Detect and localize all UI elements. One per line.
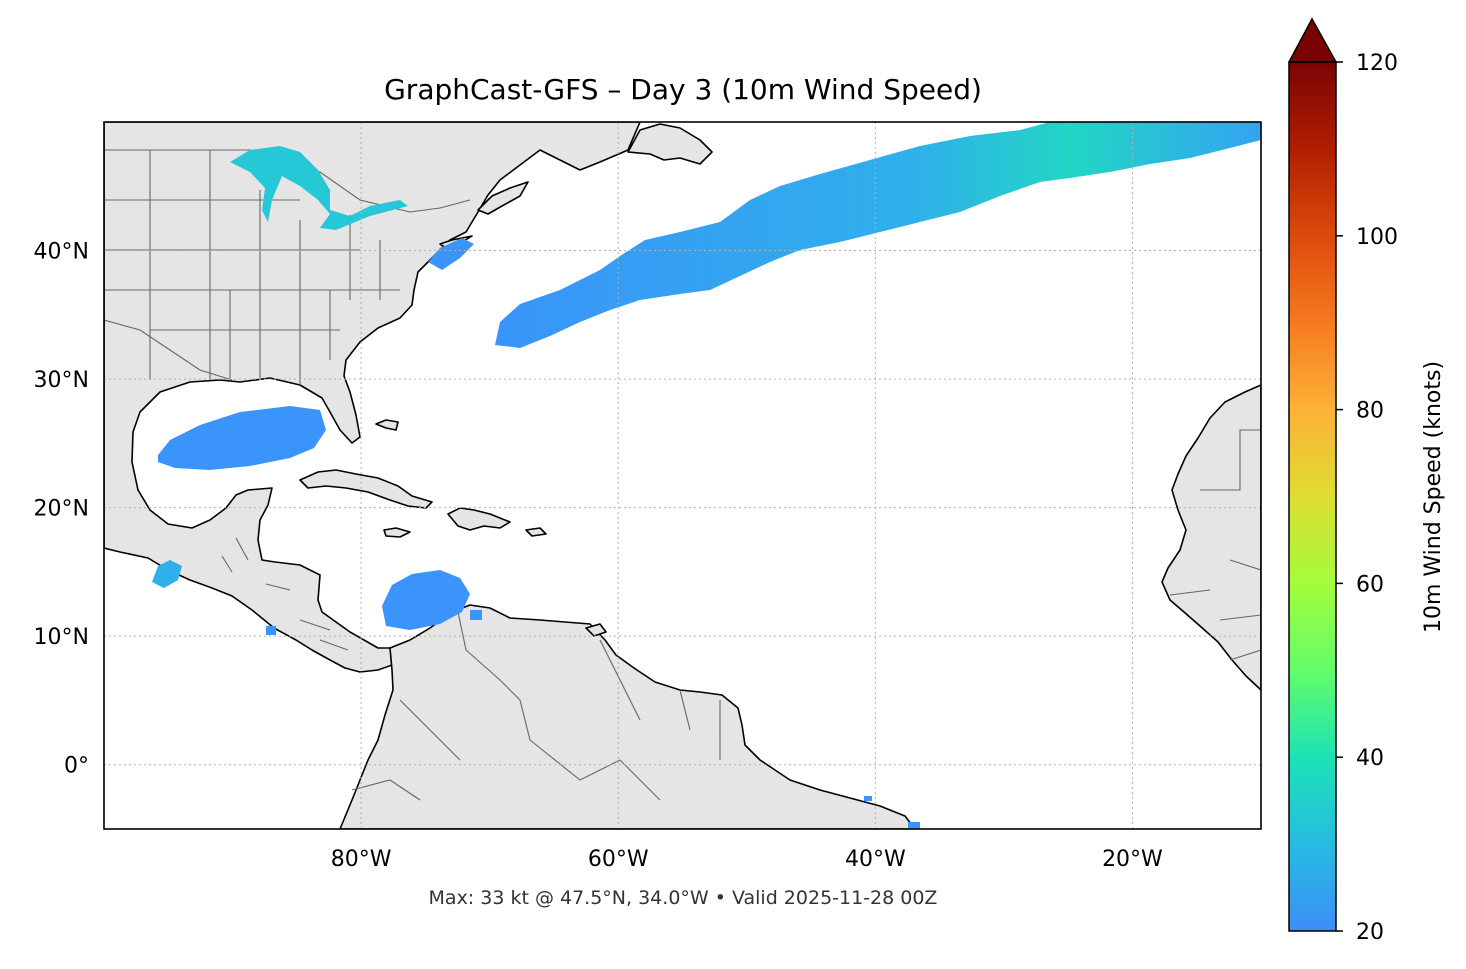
map-frame bbox=[103, 121, 1262, 830]
colorbar-extend-arrow bbox=[1287, 17, 1338, 63]
lon-tick-label: 60°W bbox=[588, 847, 649, 872]
small-wind-cell bbox=[470, 610, 482, 620]
lon-tick-label: 20°W bbox=[1102, 847, 1163, 872]
jamaica-island bbox=[383, 527, 411, 538]
colorbar-frame bbox=[1288, 61, 1337, 932]
caribbean-wind-patch bbox=[382, 570, 470, 630]
gulf-of-maine-wind-patch bbox=[428, 238, 474, 270]
colorbar-tick-label: 20 bbox=[1356, 920, 1384, 945]
colorbar-ticks: 20 40 60 80 100 120 bbox=[1336, 51, 1398, 945]
lat-tick-label: 0° bbox=[64, 754, 89, 779]
max-wind-footer: Max: 33 kt @ 47.5°N, 34.0°W • Valid 2025… bbox=[429, 887, 938, 909]
land-layer bbox=[104, 122, 1261, 829]
lat-tick-label: 10°N bbox=[34, 625, 89, 650]
lat-tick-label: 30°N bbox=[34, 368, 89, 393]
small-wind-cell bbox=[908, 822, 920, 829]
longitude-tick-labels: 80°W 60°W 40°W 20°W bbox=[331, 847, 1163, 872]
cuba-island bbox=[299, 469, 433, 509]
us-state-lines bbox=[104, 150, 400, 385]
africa-landmass bbox=[1161, 384, 1261, 691]
lat-tick-label: 40°N bbox=[34, 240, 89, 265]
small-wind-cell bbox=[266, 626, 276, 635]
lon-tick-label: 80°W bbox=[331, 847, 392, 872]
map-area: 80°W 60°W 40°W 20°W 40°N 30°N 20°N 10°N 0° bbox=[34, 121, 1262, 872]
us-mexico-border bbox=[104, 319, 233, 381]
south-america-landmass bbox=[339, 604, 916, 829]
latitude-tick-labels: 40°N 30°N 20°N 10°N 0° bbox=[34, 240, 89, 779]
puerto-rico-island bbox=[525, 527, 547, 537]
newfoundland-island bbox=[627, 123, 713, 165]
north-atlantic-jet-band bbox=[495, 122, 1261, 348]
south-america-borders bbox=[351, 611, 721, 801]
colorbar: 20 40 60 80 100 120 10m Wind Speed (knots) bbox=[1287, 17, 1446, 945]
gulf-of-mexico-wind-patch bbox=[158, 406, 326, 470]
trinidad-island bbox=[585, 623, 607, 637]
colorbar-tick-label: 40 bbox=[1356, 746, 1384, 771]
colorbar-tick-label: 60 bbox=[1356, 572, 1384, 597]
lon-tick-label: 40°W bbox=[845, 847, 906, 872]
bahamas-island bbox=[375, 419, 399, 431]
colorbar-tick-label: 120 bbox=[1356, 51, 1398, 76]
africa-borders bbox=[1169, 429, 1261, 661]
map-title: GraphCast-GFS – Day 3 (10m Wind Speed) bbox=[384, 73, 982, 106]
colorbar-gradient bbox=[1289, 62, 1336, 931]
tehuantepec-wind-patch bbox=[152, 560, 182, 588]
hispaniola-island bbox=[447, 507, 511, 531]
small-wind-cell bbox=[864, 796, 872, 801]
great-lakes-wind-patch bbox=[230, 146, 408, 230]
colorbar-tick-label: 100 bbox=[1356, 225, 1398, 250]
central-america-borders bbox=[221, 537, 349, 651]
lat-tick-label: 20°N bbox=[34, 497, 89, 522]
colorbar-label: 10m Wind Speed (knots) bbox=[1421, 361, 1446, 633]
wind-layer bbox=[152, 122, 1261, 829]
nova-scotia bbox=[477, 181, 529, 215]
colorbar-tick-label: 80 bbox=[1356, 399, 1384, 424]
